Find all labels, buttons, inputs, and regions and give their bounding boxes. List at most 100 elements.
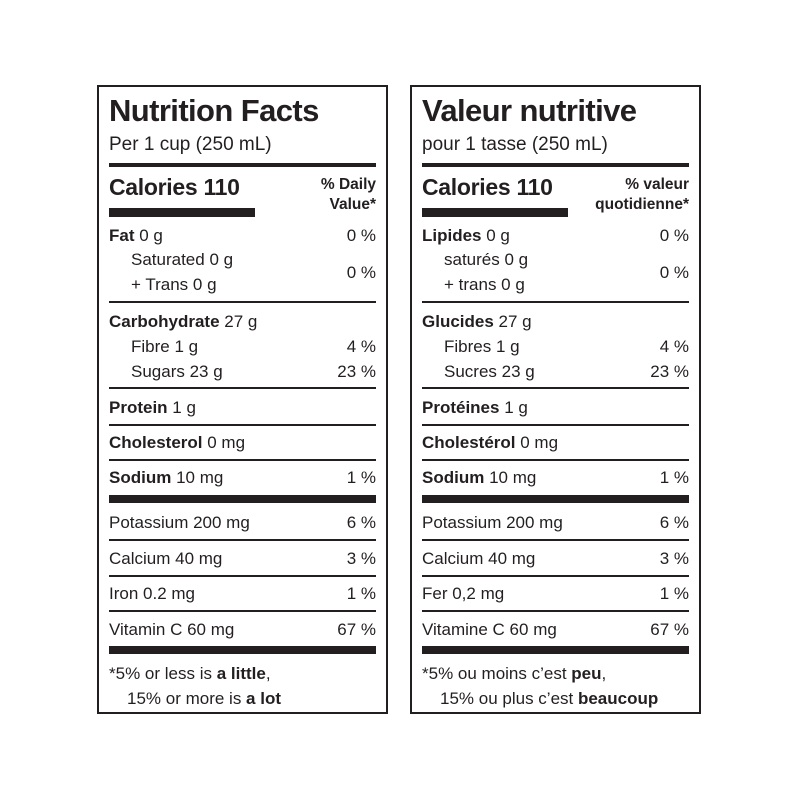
calcium: Calcium 40 mg	[422, 549, 536, 568]
vitamin-c: Vitamin C 60 mg	[109, 620, 235, 639]
vitamin-c-percent: 67 %	[650, 620, 689, 639]
fat-row: Fat 0 g	[109, 226, 163, 246]
potassium: Potassium 200 mg	[422, 513, 563, 532]
thick-rule	[422, 646, 689, 654]
divider	[109, 387, 376, 389]
protein-row: Protein 1 g	[109, 398, 196, 418]
sugars-percent: 23 %	[650, 362, 689, 381]
potassium: Potassium 200 mg	[109, 513, 250, 532]
fat-percent: 0 %	[346, 226, 376, 245]
footnote-line1: *5% or less is a little,	[109, 661, 271, 687]
footnote-line2: 15% or more is a lot	[127, 686, 281, 712]
iron: Iron 0.2 mg	[109, 584, 195, 603]
fat-percent: 0 %	[659, 226, 689, 245]
fat-row: Lipides 0 g	[422, 226, 510, 246]
footnote-text: 15% ou plus c’est	[440, 689, 578, 708]
sat-trans-percent: 0 %	[346, 263, 376, 282]
thick-rule	[109, 163, 376, 167]
nutrient-amount: 0 mg	[515, 433, 559, 452]
nutrient-amount: 10 mg	[484, 468, 537, 487]
divider	[109, 575, 376, 577]
saturated-fat: Saturated 0 g	[131, 250, 234, 269]
calories: Calories 110	[109, 174, 240, 200]
sugars-percent: 23 %	[337, 362, 376, 381]
daily-value-header: % valeur quotidienne*	[595, 175, 689, 215]
iron: Fer 0,2 mg	[422, 584, 505, 603]
footnote-text: *5% or less is	[109, 664, 217, 683]
carbohydrate-row: Glucides 27 g	[422, 312, 532, 332]
sodium-row: Sodium 10 mg	[109, 468, 223, 488]
divider	[109, 424, 376, 426]
fibre-percent: 4 %	[346, 337, 376, 356]
divider	[109, 539, 376, 541]
sugars: Sucres 23 g	[444, 362, 535, 381]
footnote-text: 15% or more is	[127, 689, 247, 708]
nutrient-name: Protein	[109, 398, 168, 417]
nutrient-amount: 1 g	[499, 398, 528, 417]
calories-bar	[422, 208, 568, 217]
footnote-text: *5% ou moins c’est	[422, 664, 572, 683]
daily-value-header-line1: % valeur	[625, 176, 689, 193]
calcium: Calcium 40 mg	[109, 549, 223, 568]
divider	[422, 301, 689, 303]
divider	[422, 387, 689, 389]
footnote-emphasis: a lot	[246, 689, 281, 708]
sugars: Sugars 23 g	[131, 362, 223, 381]
trans-fat: + trans 0 g	[444, 275, 525, 294]
calories-bar	[109, 208, 255, 217]
divider	[109, 610, 376, 612]
sodium-percent: 1 %	[346, 468, 376, 487]
fibre: Fibres 1 g	[444, 337, 520, 356]
calories: Calories 110	[422, 174, 553, 200]
trans-fat: + Trans 0 g	[131, 275, 217, 294]
nutrient-amount: 0 mg	[202, 433, 246, 452]
nutrient-name: Sodium	[109, 468, 172, 487]
label-title: Valeur nutritive	[422, 93, 637, 128]
serving-size: Per 1 cup (250 mL)	[109, 134, 272, 155]
divider	[422, 459, 689, 461]
nutrient-amount: 1 g	[167, 398, 196, 417]
divider	[109, 459, 376, 461]
fibre: Fibre 1 g	[131, 337, 199, 356]
thick-rule	[109, 495, 376, 503]
calcium-percent: 3 %	[346, 549, 376, 568]
footnote-line1: *5% ou moins c’est peu,	[422, 661, 606, 687]
potassium-percent: 6 %	[346, 513, 376, 532]
thick-rule	[422, 495, 689, 503]
label-title: Nutrition Facts	[109, 93, 319, 128]
footnote-emphasis: beaucoup	[577, 689, 659, 708]
carbohydrate-row: Carbohydrate 27 g	[109, 312, 257, 332]
nutrient-name: Lipides	[422, 226, 482, 245]
saturated-fat: saturés 0 g	[444, 250, 529, 269]
nutrient-name: Sodium	[422, 468, 485, 487]
cholesterol-row: Cholestérol 0 mg	[422, 433, 558, 453]
sat-trans-percent: 0 %	[659, 263, 689, 282]
footnote-emphasis: a little	[216, 664, 266, 683]
footnote-text: ,	[265, 664, 271, 683]
serving-size: pour 1 tasse (250 mL)	[422, 134, 608, 155]
iron-percent: 1 %	[659, 584, 689, 603]
nutrient-amount: 0 g	[481, 226, 510, 245]
iron-percent: 1 %	[346, 584, 376, 603]
sodium-row: Sodium 10 mg	[422, 468, 536, 488]
nutrient-name: Fat	[109, 226, 135, 245]
nutrient-name: Cholestérol	[422, 433, 516, 452]
nutrient-amount: 10 mg	[171, 468, 224, 487]
calcium-percent: 3 %	[659, 549, 689, 568]
footnote-emphasis: peu	[571, 664, 602, 683]
protein-row: Protéines 1 g	[422, 398, 528, 418]
potassium-percent: 6 %	[659, 513, 689, 532]
daily-value-header-line2: Value*	[329, 196, 376, 213]
footnote-text: ,	[601, 664, 607, 683]
thick-rule	[109, 646, 376, 654]
daily-value-header: % Daily Value*	[321, 175, 376, 215]
divider	[422, 575, 689, 577]
cholesterol-row: Cholesterol 0 mg	[109, 433, 245, 453]
divider	[422, 610, 689, 612]
divider	[422, 424, 689, 426]
nutrient-name: Carbohydrate	[109, 312, 220, 331]
divider	[422, 539, 689, 541]
divider	[109, 301, 376, 303]
vitamin-c-percent: 67 %	[337, 620, 376, 639]
nutrition-facts-label-french: Valeur nutritive pour 1 tasse (250 mL) C…	[410, 85, 701, 714]
